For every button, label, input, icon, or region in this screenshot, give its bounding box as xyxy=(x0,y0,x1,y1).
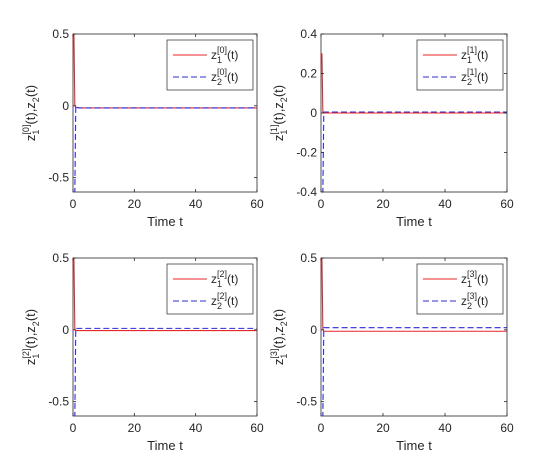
legend-box xyxy=(416,39,504,91)
legend: z1[1](t)z2[1](t) xyxy=(416,39,504,91)
legend: z1[2](t)z2[2](t) xyxy=(166,263,254,315)
series-group xyxy=(73,34,257,192)
y-tick-label: 0 xyxy=(62,99,69,113)
x-tick-label: 0 xyxy=(70,197,77,211)
x-tick-label: 20 xyxy=(376,421,390,435)
x-tick-label: 60 xyxy=(250,197,264,211)
x-tick-label: 40 xyxy=(438,421,452,435)
x-axis-label: Time t xyxy=(396,438,432,453)
y-tick-label: -0.5 xyxy=(48,171,69,185)
subplot-2: 0 20 40 60 0.4 0.2 0 -0.2 -0.4 Time t z1[1](t),z2(… xyxy=(269,27,514,229)
y-axis-label: z1[2](t),z2(t) xyxy=(21,309,41,365)
series-group xyxy=(321,258,507,416)
y-tick-label: 0.5 xyxy=(52,251,69,265)
series-line-1 xyxy=(321,258,507,332)
x-tick-label: 40 xyxy=(189,197,203,211)
x-tick-label: 20 xyxy=(376,197,390,211)
legend-label-1: z1[2](t) xyxy=(211,269,238,289)
x-tick-label: 0 xyxy=(318,197,325,211)
legend-label-1: z1[0](t) xyxy=(211,45,238,65)
legend-label-2: z2[0](t) xyxy=(211,67,238,87)
y-axis-label: z1[0](t),z2(t) xyxy=(21,85,41,141)
series-line-2 xyxy=(321,327,507,416)
legend: z1[0](t)z2[0](t) xyxy=(166,39,254,91)
x-tick-label: 60 xyxy=(500,421,514,435)
legend-box xyxy=(416,263,504,315)
x-tick-label: 20 xyxy=(128,421,142,435)
x-tick-label: 60 xyxy=(250,421,264,435)
legend-label-2: z2[1](t) xyxy=(461,67,488,87)
legend-box xyxy=(166,263,254,315)
y-axis-label: z1[3](t),z2(t) xyxy=(269,309,289,365)
x-tick-label: 40 xyxy=(189,421,203,435)
x-tick-label: 40 xyxy=(438,197,452,211)
legend-label-1: z1[3](t) xyxy=(461,269,488,289)
x-tick-label: 20 xyxy=(128,197,142,211)
y-tick-label: -0.2 xyxy=(296,146,317,160)
y-axis-label: z1[1](t),z2(t) xyxy=(269,85,289,141)
y-tick-label: -0.5 xyxy=(296,395,317,409)
series-line-2 xyxy=(321,111,507,192)
legend-label-1: z1[1](t) xyxy=(461,45,488,65)
y-tick-label: -0.5 xyxy=(48,395,69,409)
y-tick-label: 0.5 xyxy=(52,27,69,41)
y-tick-label: 0.2 xyxy=(300,67,317,81)
x-axis-label: Time t xyxy=(147,438,183,453)
x-tick-label: 60 xyxy=(500,197,514,211)
series-line-2 xyxy=(73,104,257,192)
legend: z1[3](t)z2[3](t) xyxy=(416,263,504,315)
series-line-2 xyxy=(73,327,257,416)
x-axis-label: Time t xyxy=(147,214,183,229)
series-group xyxy=(321,53,507,192)
y-tick-label: 0.4 xyxy=(300,27,317,41)
y-tick-label: -0.4 xyxy=(296,185,317,199)
y-tick-label: 0 xyxy=(310,323,317,337)
series-line-1 xyxy=(73,258,257,332)
y-tick-label: 0 xyxy=(310,106,317,120)
legend-box xyxy=(166,39,254,91)
legend-label-2: z2[3](t) xyxy=(461,291,488,311)
x-tick-label: 0 xyxy=(318,421,325,435)
x-axis-label: Time t xyxy=(396,214,432,229)
x-tick-label: 0 xyxy=(70,421,77,435)
y-tick-label: 0.5 xyxy=(300,251,317,265)
legend-label-2: z2[2](t) xyxy=(211,291,238,311)
series-group xyxy=(73,258,257,416)
y-tick-label: 0 xyxy=(62,323,69,337)
series-line-1 xyxy=(321,53,507,114)
